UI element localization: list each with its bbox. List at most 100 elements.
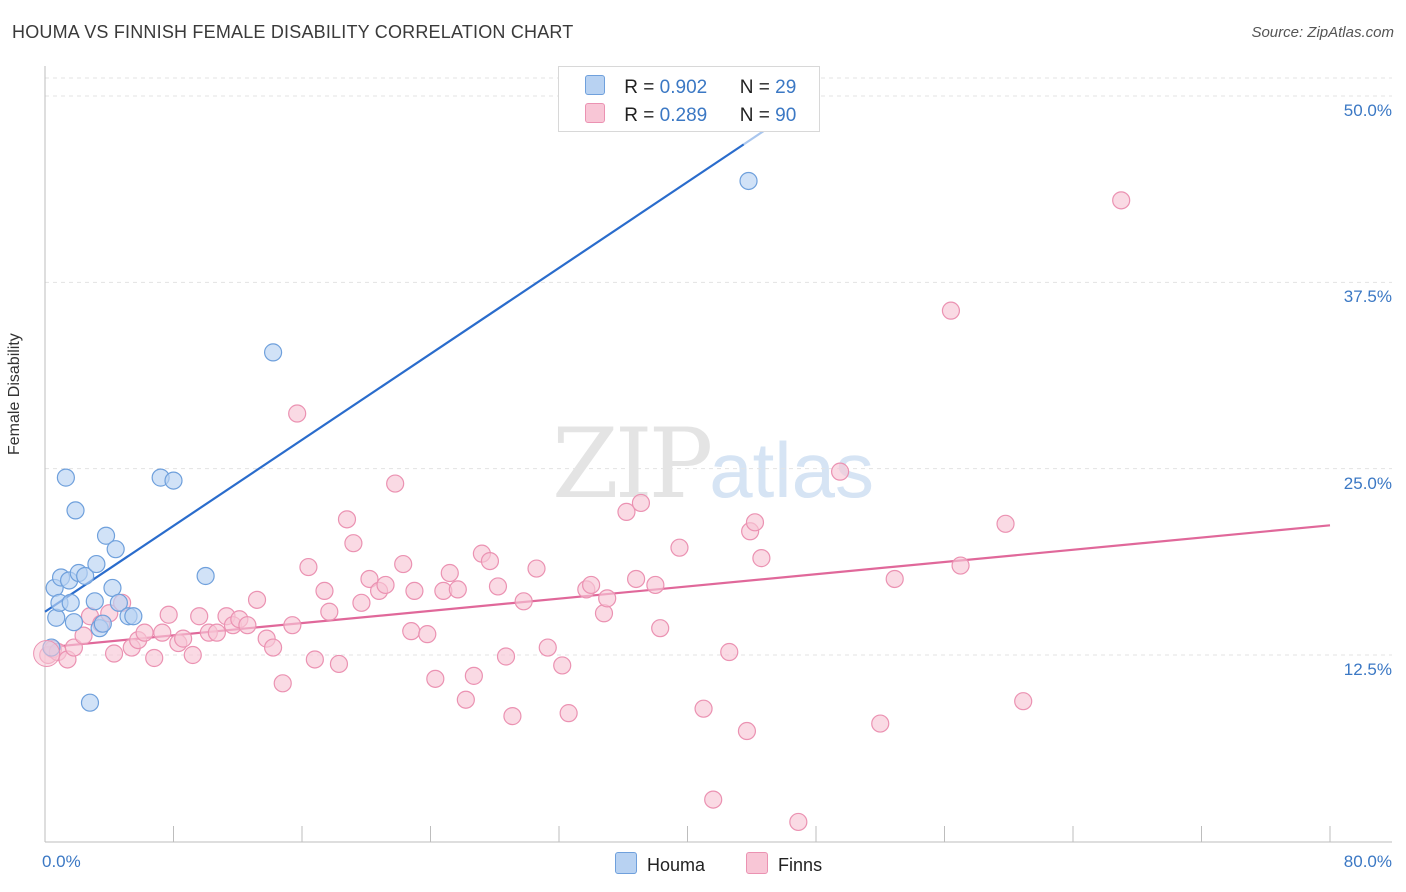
- finns-point-40: [352, 593, 371, 612]
- houma-point-2: [47, 608, 66, 627]
- finns-point-29: [263, 638, 283, 657]
- finns-point-67: [594, 604, 614, 623]
- legend-item-houma: Houma: [615, 852, 705, 876]
- finns-point-60: [514, 592, 533, 611]
- finns-point-53: [456, 690, 475, 709]
- houma-point-8: [64, 613, 84, 632]
- finns-point-13: [135, 623, 154, 642]
- y-tick-label-3: 50.0%: [1343, 101, 1392, 120]
- y-tick-label-2: 37.5%: [1343, 287, 1392, 307]
- series-legend: Houma Finns: [615, 852, 858, 876]
- houma-trend-line: [44, 143, 745, 613]
- finns-point-81: [752, 549, 771, 568]
- houma-swatch: [585, 75, 605, 95]
- finns-point-33: [299, 557, 318, 577]
- finns-point-cluster: [33, 640, 61, 668]
- finns-point-27: [247, 590, 267, 609]
- finns-point-57: [488, 577, 508, 596]
- finns-point-62: [538, 638, 557, 657]
- houma-point-13: [85, 592, 104, 611]
- houma-point-27: [739, 171, 758, 191]
- finns-point-15: [153, 623, 172, 642]
- houma-point-11: [76, 566, 95, 586]
- finns-point-69: [617, 502, 636, 521]
- finns-point-20: [190, 607, 209, 626]
- finns-point-64: [559, 704, 578, 723]
- houma-n-label: N =: [739, 77, 770, 98]
- finns-point-9: [104, 644, 124, 663]
- finns-point-84: [871, 714, 890, 733]
- legend-label-houma: Houma: [647, 855, 706, 875]
- finns-point-82: [789, 812, 808, 832]
- finns-point-74: [670, 538, 689, 557]
- finns-point-80: [745, 513, 765, 532]
- finns-point-44: [386, 474, 405, 493]
- finns-point-18: [174, 629, 193, 648]
- houma-point-25: [196, 566, 215, 586]
- finns-point-58: [496, 647, 516, 666]
- finns-point-71: [631, 493, 651, 513]
- gridlines: [45, 77, 1392, 656]
- trend-lines: [44, 95, 1331, 649]
- finns-point-39: [344, 534, 363, 553]
- source-credit: Source: ZipAtlas.com: [1251, 24, 1394, 41]
- finns-point-70: [626, 569, 646, 589]
- x-tick-min: 0.0%: [42, 852, 81, 871]
- y-tick-label-1: 25.0%: [1343, 473, 1392, 493]
- finns-point-66: [582, 575, 601, 595]
- houma-point-26: [263, 343, 283, 362]
- finns-point-90: [1112, 191, 1131, 210]
- houma-point-16: [93, 614, 112, 633]
- finns-point-36: [320, 602, 339, 621]
- legend-item-finns: Finns: [746, 852, 822, 876]
- legend-row-houma: R = 0.902 N = 29: [585, 75, 796, 99]
- houma-point-17: [96, 526, 116, 545]
- finns-point-73: [651, 619, 670, 638]
- finns-point-14: [145, 648, 164, 668]
- finns-point-41: [360, 569, 379, 589]
- data-points: [33, 171, 1131, 832]
- finns-point-31: [283, 616, 302, 635]
- finns-point-22: [207, 623, 226, 642]
- finns-point-52: [448, 580, 467, 599]
- finns-point-72: [646, 575, 665, 595]
- finns-point-86: [941, 301, 961, 320]
- finns-point-77: [720, 642, 739, 662]
- finns-point-38: [337, 510, 357, 529]
- finns-swatch: [585, 103, 605, 123]
- houma-point-12: [80, 693, 100, 712]
- houma-point-22: [124, 607, 143, 626]
- finns-point-4: [64, 638, 84, 657]
- legend-swatch-houma: [615, 852, 637, 874]
- axes: [44, 66, 1392, 843]
- houma-point-20: [109, 593, 128, 612]
- finns-point-63: [553, 656, 572, 675]
- finns-point-49: [426, 669, 445, 688]
- finns-point-59: [503, 707, 522, 726]
- finns-n-value: 90: [775, 105, 797, 126]
- finns-point-76: [704, 790, 723, 809]
- finns-point-46: [402, 622, 421, 641]
- houma-point-14: [87, 554, 106, 574]
- houma-point-7: [61, 593, 80, 612]
- houma-r-label: R =: [624, 77, 655, 98]
- finns-point-88: [996, 514, 1015, 533]
- finns-point-56: [480, 551, 500, 571]
- finns-point-47: [405, 581, 424, 601]
- finns-point-51: [440, 563, 459, 583]
- finns-point-45: [394, 554, 413, 574]
- correlation-legend: R = 0.902 N = 29 R = 0.289 N = 90: [558, 66, 820, 132]
- finns-point-89: [1014, 692, 1033, 711]
- y-axis-label: Female Disability: [6, 333, 23, 455]
- legend-row-finns: R = 0.289 N = 90: [585, 103, 796, 127]
- finns-point-68: [598, 589, 617, 608]
- finns-r-label: R =: [624, 105, 655, 126]
- finns-point-61: [527, 559, 546, 578]
- finns-trend-line: [44, 524, 1331, 649]
- houma-r-value: 0.902: [659, 77, 708, 98]
- finns-point-19: [183, 645, 202, 665]
- finns-r-value: 0.289: [659, 105, 708, 126]
- finns-point-43: [376, 575, 395, 595]
- houma-point-5: [56, 468, 75, 487]
